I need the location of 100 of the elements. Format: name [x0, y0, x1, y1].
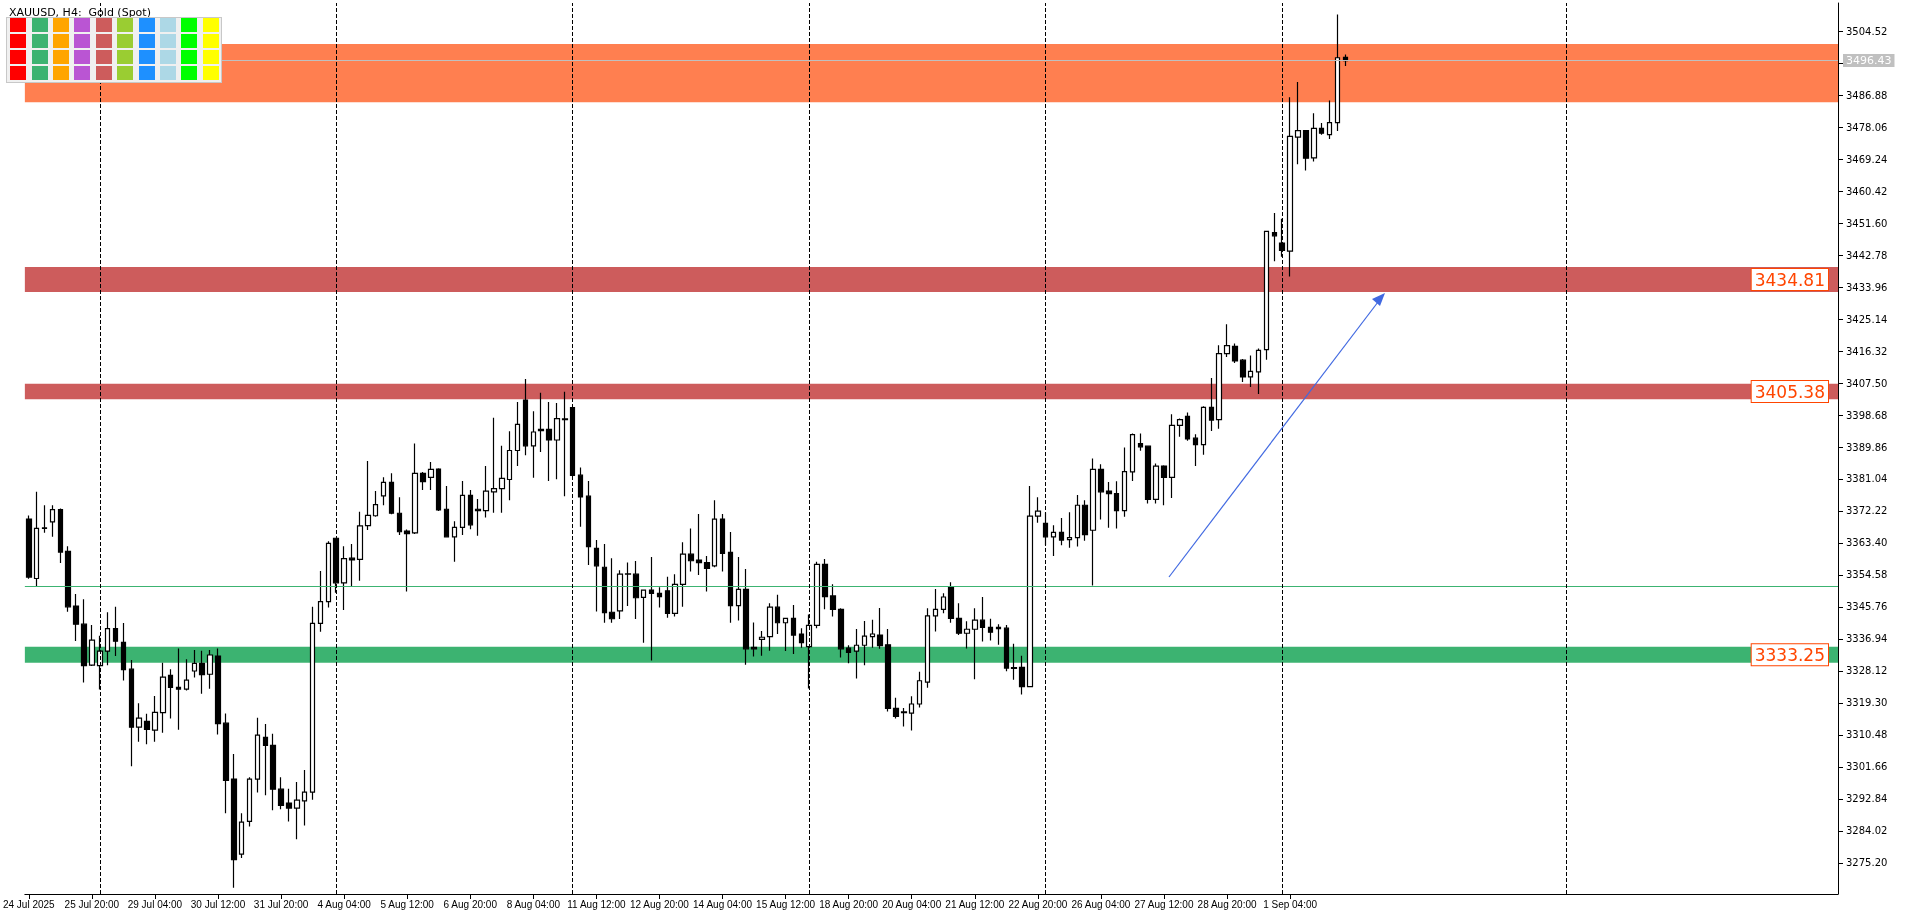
x-tick-label: 29 Jul 04:00	[127, 898, 183, 910]
candlestick	[1026, 485, 1034, 688]
candlestick	[1294, 81, 1302, 165]
candlestick	[1231, 342, 1239, 364]
candlestick	[742, 568, 750, 666]
y-tick-label: 3504.52	[1846, 25, 1888, 37]
candlestick	[459, 480, 466, 536]
candlestick	[112, 606, 119, 657]
x-tick-label: 27 Aug 12:00	[1134, 898, 1194, 910]
candlestick	[1074, 494, 1081, 548]
candlestick	[506, 430, 513, 501]
candlestick	[72, 593, 80, 642]
candlestick	[971, 607, 979, 680]
candlestick	[135, 702, 143, 743]
candlestick	[1144, 444, 1152, 505]
candlestick	[380, 476, 387, 506]
x-tick-label: 20 Aug 04:00	[882, 898, 942, 910]
candlestick	[372, 490, 379, 518]
candlestick	[1137, 432, 1144, 452]
candlestick	[167, 668, 174, 720]
candlestick	[1263, 230, 1270, 361]
candlestick	[608, 557, 616, 624]
candlestick	[1200, 405, 1207, 456]
candlestick	[790, 604, 797, 655]
candlestick	[230, 753, 238, 889]
candlestick	[703, 555, 711, 593]
candlestick	[916, 671, 923, 709]
candlestick	[869, 619, 876, 649]
y-tick-label: 3310.48	[1846, 729, 1888, 741]
candlestick	[33, 491, 40, 588]
y-tick-label: 3292.84	[1846, 793, 1888, 805]
candlestick	[1334, 14, 1341, 132]
candlestick	[963, 620, 971, 650]
candlestick	[1003, 624, 1010, 672]
candlestick	[356, 511, 364, 582]
candlestick	[309, 606, 316, 801]
x-tick-label: 24 Jul 2025	[2, 898, 56, 910]
candlestick	[1247, 354, 1254, 388]
candlestick	[396, 496, 403, 536]
candlestick	[198, 650, 206, 695]
candlestick	[947, 581, 955, 624]
candlestick	[293, 781, 301, 840]
x-tick-label: 28 Aug 20:00	[1197, 898, 1257, 910]
candlestick	[490, 417, 498, 514]
candlestick	[1113, 480, 1120, 530]
candlestick	[561, 391, 569, 497]
candlestick	[940, 592, 947, 614]
ref-line-label: 3496.43	[1846, 54, 1892, 68]
candlestick	[1310, 112, 1318, 163]
candlestick	[143, 713, 151, 745]
candlestick	[1168, 413, 1176, 499]
x-tick-label: 6 Aug 20:00	[443, 898, 498, 910]
candlestick	[214, 647, 222, 736]
candlestick	[766, 602, 774, 652]
candlestick	[269, 733, 277, 811]
x-tick-label: 30 Jul 12:00	[190, 898, 246, 910]
candlestick	[514, 401, 521, 467]
y-tick-label: 3275.20	[1846, 857, 1888, 869]
candlestick	[1239, 358, 1247, 383]
candlestick	[1318, 122, 1325, 136]
candlestick	[1255, 347, 1262, 395]
candlestick	[750, 621, 758, 658]
y-tick-label: 3478.06	[1846, 121, 1888, 133]
candlestick	[246, 776, 253, 828]
candlestick	[451, 520, 458, 563]
candlestick	[876, 607, 884, 650]
candlestick	[206, 649, 214, 690]
candlestick	[995, 623, 1002, 646]
candlestick	[640, 589, 647, 644]
x-tick-label: 14 Aug 04:00	[693, 898, 753, 910]
candlestick	[285, 788, 293, 823]
candlestick	[104, 611, 111, 666]
candlestick	[577, 466, 584, 528]
candlestick	[1208, 377, 1215, 432]
candlestick	[774, 594, 781, 635]
candlestick	[1105, 481, 1113, 529]
candlestick	[908, 695, 915, 732]
candlestick	[530, 410, 537, 479]
candlestick	[798, 627, 805, 649]
candlestick	[837, 607, 845, 659]
candlestick	[1129, 432, 1136, 482]
candlestick	[25, 514, 33, 580]
candlestick	[1176, 417, 1184, 438]
candlestick	[545, 401, 553, 482]
x-tick-label: 18 Aug 20:00	[819, 898, 879, 910]
candlestick	[317, 570, 324, 633]
y-tick-label: 3425.14	[1846, 313, 1888, 325]
candlestick	[482, 465, 490, 519]
y-tick-label: 3469.24	[1846, 153, 1888, 165]
candlestick	[262, 723, 269, 796]
band-label: 3434.81	[1754, 269, 1825, 290]
candlestick	[1034, 496, 1042, 524]
chart-title: XAUUSD, H4: Gold (Spot)	[9, 6, 151, 19]
candlestick	[88, 624, 96, 667]
candlestick	[782, 617, 789, 652]
candlestick	[1160, 464, 1168, 506]
candlestick	[664, 576, 671, 619]
candlestick	[80, 598, 88, 684]
y-tick-label: 3354.58	[1846, 569, 1888, 581]
candlestick	[616, 569, 624, 620]
